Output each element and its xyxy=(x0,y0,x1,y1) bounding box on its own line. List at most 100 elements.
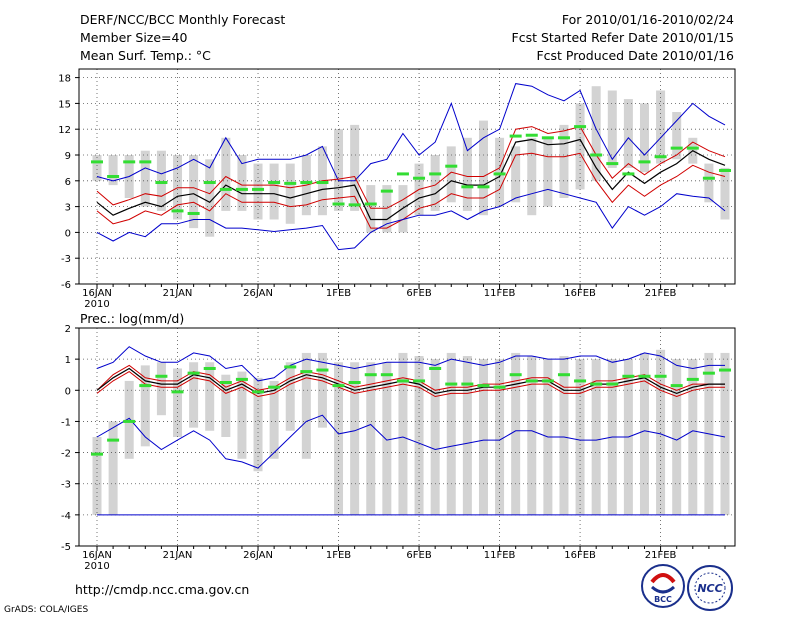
y-tick-label: -3 xyxy=(61,254,71,265)
x-tick-label: 16FEB xyxy=(564,550,596,561)
range-bar xyxy=(511,146,521,203)
observed-marker xyxy=(719,368,731,372)
range-bar xyxy=(688,359,698,515)
y-tick-label: 1 xyxy=(65,355,71,366)
range-bar xyxy=(124,380,134,459)
observed-marker xyxy=(525,379,538,383)
range-bar xyxy=(672,112,682,160)
plot-frame xyxy=(78,327,736,547)
observed-marker xyxy=(477,384,490,388)
range-bar xyxy=(575,103,585,190)
range-bar xyxy=(720,167,730,220)
variable-label: Mean Surf. Temp.: °C xyxy=(80,48,211,63)
y-tick-label: 9 xyxy=(65,151,71,162)
range-bar xyxy=(672,359,682,515)
observed-marker xyxy=(123,419,136,423)
observed-marker xyxy=(493,172,506,176)
y-tick-label: 2 xyxy=(65,324,71,335)
observed-marker xyxy=(590,153,603,157)
range-bar xyxy=(495,137,505,207)
x-tick-label: 21FEB xyxy=(645,550,677,561)
observed-marker xyxy=(541,379,554,383)
forecast-period: For 2010/01/16-2010/02/24 xyxy=(562,12,734,27)
range-bar xyxy=(591,86,601,181)
observed-marker xyxy=(203,181,216,185)
website-url[interactable]: http://cmdp.ncc.cma.gov.cn xyxy=(75,582,249,597)
series-ensemble-mean xyxy=(96,138,726,221)
range-bar xyxy=(221,374,231,437)
observed-marker xyxy=(638,160,651,164)
x-tick-label: 26JAN xyxy=(243,550,273,561)
observed-marker xyxy=(574,125,587,129)
range-bar xyxy=(285,362,295,431)
range-bar xyxy=(189,155,199,229)
y-tick-label: 3 xyxy=(65,203,71,214)
member-size: Member Size=40 xyxy=(80,30,187,45)
range-bar xyxy=(656,90,666,164)
observed-marker xyxy=(203,366,216,370)
observed-marker xyxy=(284,181,297,185)
range-bar xyxy=(639,352,649,515)
observed-marker xyxy=(445,164,458,168)
observed-marker xyxy=(686,377,699,381)
observed-marker xyxy=(638,374,651,378)
series-envelope-min xyxy=(96,414,726,469)
y-tick-label: -1 xyxy=(61,417,71,428)
observed-marker xyxy=(525,133,538,137)
range-bar xyxy=(462,137,472,211)
range-bar xyxy=(446,146,456,203)
y-tick-label: -6 xyxy=(61,280,71,291)
observed-marker xyxy=(380,189,393,193)
x-tick-label: 16FEB xyxy=(564,288,596,299)
x-tick-label: 11FEB xyxy=(484,550,516,561)
observed-marker xyxy=(300,181,313,185)
range-bar xyxy=(92,155,102,181)
observed-marker xyxy=(268,181,281,185)
range-bar xyxy=(366,362,376,515)
range-bar xyxy=(173,368,183,437)
x-tick-label: 6FEB xyxy=(406,288,431,299)
observed-marker xyxy=(171,390,184,394)
series-spread-lower xyxy=(96,152,726,229)
series-envelope-max xyxy=(96,83,726,182)
observed-marker xyxy=(91,452,103,456)
range-bar xyxy=(156,362,166,416)
observed-marker xyxy=(235,377,248,381)
x-tick-label: 16JAN xyxy=(82,550,112,561)
observed-marker xyxy=(332,202,345,206)
observed-marker xyxy=(413,379,426,383)
observed-marker xyxy=(252,390,265,394)
range-bar xyxy=(543,137,553,207)
x-tick-label: 11FEB xyxy=(484,288,516,299)
observed-marker xyxy=(348,203,361,207)
range-bar xyxy=(92,437,102,515)
observed-marker xyxy=(155,374,168,378)
y-tick-label: 18 xyxy=(58,74,71,85)
observed-marker xyxy=(493,385,506,389)
range-bar xyxy=(511,352,521,515)
observed-marker xyxy=(702,176,715,180)
range-bar xyxy=(140,365,150,447)
observed-marker xyxy=(461,185,474,189)
range-bar xyxy=(591,359,601,515)
observed-marker xyxy=(509,134,522,138)
observed-marker xyxy=(91,160,103,164)
range-bar xyxy=(237,371,247,459)
observed-marker xyxy=(107,438,120,442)
observed-marker xyxy=(606,162,619,166)
series-spread-upper xyxy=(96,126,726,209)
range-bar xyxy=(317,352,327,428)
range-bar xyxy=(334,129,344,211)
observed-marker xyxy=(670,146,683,150)
observed-marker xyxy=(219,187,232,191)
range-bar xyxy=(639,103,649,173)
y-tick-label: 6 xyxy=(65,177,71,188)
observed-marker xyxy=(364,373,377,377)
range-bar xyxy=(382,362,392,515)
x-tick-year: 2010 xyxy=(84,299,109,310)
observed-marker xyxy=(654,155,667,159)
range-bar xyxy=(430,155,440,211)
observed-marker xyxy=(300,370,313,374)
x-tick-label: 16JAN xyxy=(82,288,112,299)
range-bar xyxy=(398,352,408,515)
